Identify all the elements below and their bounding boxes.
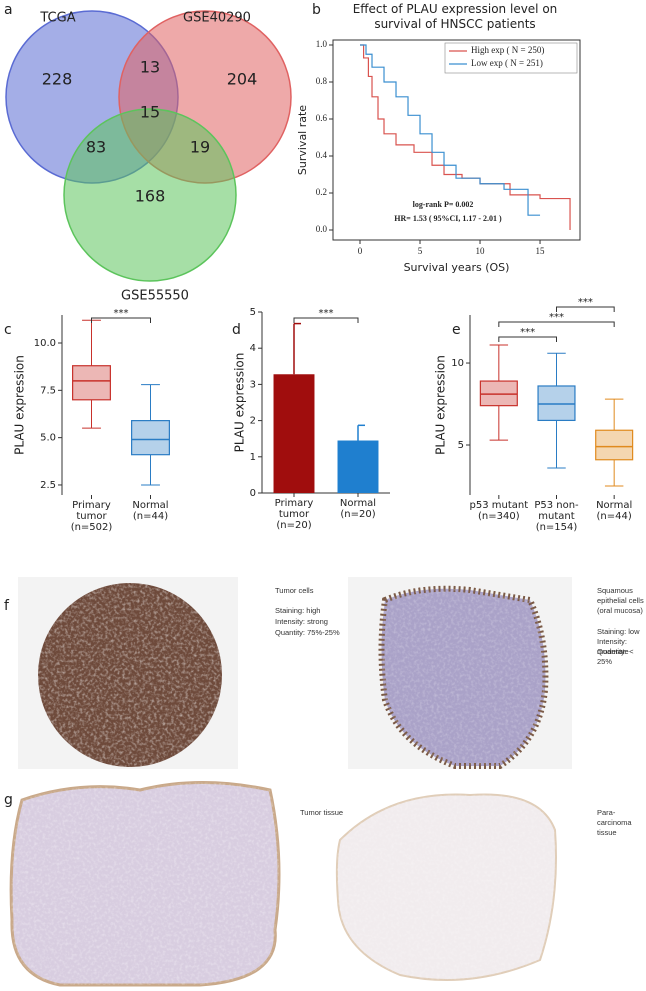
x-tick-label: Normal (n=20) — [339, 498, 377, 520]
box — [537, 385, 576, 422]
y-axis-label: PLAU expression — [434, 355, 448, 455]
tissue-texture — [336, 794, 556, 980]
y-tick-label: 10.0 — [34, 338, 56, 349]
tissue-label: Para-carcinoma tissue — [597, 808, 632, 837]
x-tick-label: 10 — [476, 246, 486, 256]
survival-curve — [360, 44, 571, 231]
panel-label: c — [4, 322, 12, 338]
x-tick-label: 5 — [418, 246, 423, 256]
significance-label: *** — [578, 297, 593, 308]
venn-count: 168 — [135, 187, 166, 206]
y-tick-label: 1 — [250, 452, 256, 463]
panel-label: g — [4, 792, 13, 808]
significance-bracket — [498, 336, 557, 342]
tissue-texture — [38, 583, 222, 767]
y-tick-label: 7.5 — [40, 385, 56, 396]
y-tick-label: 2 — [250, 416, 256, 427]
y-tick-label: 0.2 — [316, 187, 327, 197]
x-tick-label: P53 non-mutant (n=154) — [534, 500, 579, 533]
significance-bracket — [293, 317, 359, 323]
x-tick-label: Normal (n=44) — [132, 500, 169, 522]
y-tick-label: 0.6 — [316, 113, 328, 123]
y-axis-label: PLAU expression — [13, 355, 27, 455]
staining-line: Intensity: strong — [275, 617, 328, 626]
y-axis-label: Survival rate — [296, 105, 309, 175]
y-tick-label: 0.4 — [316, 150, 328, 160]
x-tick-label: Normal (n=44) — [596, 500, 633, 522]
staining-line: Staining: high — [275, 606, 321, 615]
venn-set-name: TCGA — [39, 11, 75, 26]
venn-set — [63, 108, 237, 282]
significance-label: *** — [520, 327, 535, 338]
significance-bracket — [498, 321, 615, 327]
box — [131, 420, 170, 456]
x-tick-label: 15 — [536, 246, 546, 256]
venn-count: 204 — [227, 70, 258, 89]
venn-count: 15 — [140, 103, 160, 122]
venn-set-name: GSE40290 — [183, 11, 251, 26]
y-tick-label: 5.0 — [40, 433, 56, 444]
y-tick-label: 3 — [250, 379, 256, 390]
significance-label: *** — [114, 308, 129, 319]
annotation: HR= 1.53 ( 95%CI, 1.17 - 2.01 ) — [394, 214, 502, 223]
panel-label: d — [232, 322, 241, 338]
y-tick-label: 0 — [250, 488, 256, 499]
tissue-texture — [381, 588, 546, 766]
bar — [273, 374, 315, 493]
box — [72, 365, 111, 401]
legend-box — [444, 42, 578, 74]
bar — [337, 440, 379, 493]
panel-label: a — [4, 2, 13, 18]
venn-set-name: GSE55550 — [121, 289, 189, 304]
panel-label: f — [4, 598, 10, 614]
annotation: log-rank P= 0.002 — [413, 200, 474, 209]
y-tick-label: 10 — [451, 358, 464, 369]
box — [479, 380, 518, 407]
staining-line: Quantity: 75%-25% — [275, 628, 340, 637]
y-tick-label: 5 — [250, 307, 256, 318]
venn-count: 13 — [140, 58, 160, 77]
panel-label: e — [452, 322, 461, 338]
legend-label: Low exp ( N = 251) — [471, 58, 543, 68]
x-tick-label: p53 mutant (n=340) — [469, 500, 529, 522]
staining-line: Quantity: < 25% — [597, 647, 634, 666]
x-tick-label: Primary tumor (n=20) — [274, 498, 314, 531]
venn-count: 83 — [86, 138, 106, 157]
staining-line: Intensity: moderate — [597, 637, 629, 656]
staining-line: Staining: low — [597, 627, 640, 636]
tissue-texture — [11, 782, 279, 985]
y-tick-label: 2.5 — [40, 480, 56, 491]
survival-curve — [360, 44, 541, 216]
tissue-label: Tumor tissue — [300, 808, 344, 817]
chart-title: Effect of PLAU expression level on survi… — [352, 2, 558, 31]
plot-frame — [332, 39, 581, 241]
panel-label: b — [312, 2, 321, 18]
significance-label: *** — [319, 308, 334, 319]
venn-count: 19 — [190, 138, 210, 157]
legend-label: High exp ( N = 250) — [471, 45, 544, 55]
venn-count: 228 — [42, 70, 73, 89]
y-tick-label: 1.0 — [316, 39, 328, 49]
significance-label: *** — [549, 312, 564, 323]
x-tick-label: Primary tumor (n=502) — [70, 500, 113, 533]
y-tick-label: 0.8 — [316, 76, 328, 86]
x-axis-label: Survival years (OS) — [404, 261, 510, 274]
staining-title: Tumor cells — [275, 586, 314, 595]
y-tick-label: 5 — [458, 440, 464, 451]
staining-title: Squamous epithelial cells (oral mucosa) — [597, 586, 644, 615]
y-axis-label: PLAU expression — [233, 353, 247, 453]
box — [595, 429, 634, 461]
y-tick-label: 0.0 — [316, 224, 328, 234]
significance-bracket — [556, 306, 615, 312]
y-tick-label: 4 — [250, 343, 256, 354]
x-tick-label: 0 — [358, 246, 363, 256]
significance-bracket — [91, 317, 151, 323]
